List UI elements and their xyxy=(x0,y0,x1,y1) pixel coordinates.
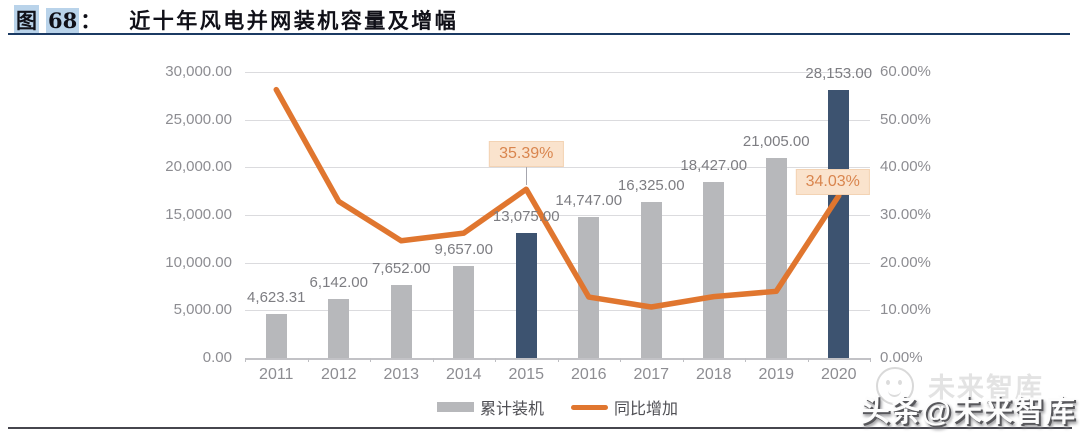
header-divider xyxy=(8,33,1070,35)
bar-value-label: 16,325.00 xyxy=(617,177,685,195)
figure-header: 图 68： 近十年风电并网装机容量及增幅 xyxy=(14,5,458,35)
x-axis-tick xyxy=(620,358,621,362)
capacity-bar xyxy=(640,202,662,358)
bar-value-label: 14,747.00 xyxy=(555,192,623,210)
x-axis-category-label: 2019 xyxy=(758,366,795,383)
y-axis-tick-label: 20,000.00 xyxy=(165,158,232,176)
capacity-bar xyxy=(828,89,850,358)
legend-label-bar: 累计装机 xyxy=(479,401,544,418)
bar-value-label: 6,142.00 xyxy=(309,274,368,292)
bar-value-label: 4,623.31 xyxy=(247,288,306,306)
gridline xyxy=(245,72,870,73)
x-axis-tick xyxy=(745,358,746,362)
legend-label-line: 同比增加 xyxy=(614,401,679,418)
capacity-bar xyxy=(453,265,475,358)
secondary-y-axis-tick-label: 0.00% xyxy=(880,349,923,366)
x-axis-category-label: 2020 xyxy=(820,366,857,383)
line-series-swatch-icon xyxy=(571,404,608,410)
x-axis-category-label: 2014 xyxy=(445,366,482,383)
x-axis-tick xyxy=(682,358,684,362)
capacity-bar xyxy=(328,299,350,358)
y-axis-tick-label: 30,000.00 xyxy=(165,63,232,80)
bar-value-label: 28,153.00 xyxy=(805,64,873,82)
capacity-bar xyxy=(265,313,287,358)
x-axis-tick xyxy=(307,358,309,362)
bar-value-label: 13,075.00 xyxy=(492,208,560,226)
bar-value-label: 7,652.00 xyxy=(372,260,431,278)
y-axis-tick-label: 15,000.00 xyxy=(165,206,232,223)
x-axis-category-label: 2012 xyxy=(320,366,357,383)
x-axis-tick xyxy=(245,358,246,362)
gridline xyxy=(245,215,870,216)
figure-colon: ： xyxy=(80,8,102,33)
gridline xyxy=(245,119,870,121)
annotation-callout: 35.39% xyxy=(489,141,564,168)
annotation-callout: 34.03% xyxy=(795,168,870,195)
x-axis-tick xyxy=(370,358,371,362)
ghost-smiley-logo-icon xyxy=(876,367,914,405)
x-axis-category-label: 2016 xyxy=(570,366,607,383)
gridline xyxy=(245,167,870,169)
bar-series-swatch-icon xyxy=(436,402,474,412)
secondary-y-axis-tick-label: 20.00% xyxy=(880,253,931,271)
x-axis-tick xyxy=(557,358,559,362)
secondary-y-axis-tick-label: 60.00% xyxy=(880,63,931,80)
x-axis-category-label: 2017 xyxy=(633,366,670,383)
bar-value-label: 21,005.00 xyxy=(742,132,810,150)
x-axis-category-label: 2018 xyxy=(695,366,732,383)
capacity-bar xyxy=(765,157,787,358)
gridline xyxy=(245,310,870,312)
secondary-y-axis-tick-label: 10.00% xyxy=(880,301,931,319)
x-axis-category-label: 2011 xyxy=(259,366,294,383)
legend-item-bar: 累计装机 xyxy=(436,395,544,419)
y-axis-tick-label: 10,000.00 xyxy=(165,253,232,271)
figure-tag: 图 xyxy=(14,5,39,35)
chart-legend: 累计装机 同比增加 xyxy=(245,395,870,419)
bar-value-label: 18,427.00 xyxy=(680,157,748,175)
bottom-divider xyxy=(8,427,1072,429)
ghost-watermark-text: 未来智库 xyxy=(928,373,1044,403)
legend-item-line: 同比增加 xyxy=(571,395,678,419)
y-axis-tick-label: 25,000.00 xyxy=(165,110,232,128)
bar-value-label: 9,657.00 xyxy=(434,240,493,258)
capacity-bar xyxy=(578,217,600,358)
x-axis-tick xyxy=(807,358,809,362)
secondary-y-axis-tick-label: 40.00% xyxy=(880,158,931,176)
secondary-y-axis-tick-label: 50.00% xyxy=(880,110,931,128)
x-axis-category-label: 2013 xyxy=(383,366,420,383)
figure-number: 68 xyxy=(46,8,80,33)
secondary-y-axis-tick-label: 30.00% xyxy=(880,206,931,223)
annotation-leader-line xyxy=(526,167,528,186)
figure-title: 近十年风电并网装机容量及增幅 xyxy=(129,8,459,33)
x-axis-category-label: 2015 xyxy=(508,366,545,383)
x-axis-tick xyxy=(432,358,434,362)
y-axis-tick-label: 5,000.00 xyxy=(173,301,232,319)
gridline xyxy=(245,262,870,264)
x-axis-tick xyxy=(495,358,496,362)
watermark-text: 头条@未来智库 xyxy=(859,395,1076,428)
capacity-bar xyxy=(390,285,412,358)
y-axis-tick-label: 0.00 xyxy=(202,349,232,366)
capacity-bar xyxy=(515,233,537,358)
capacity-bar xyxy=(703,182,725,358)
x-axis-tick xyxy=(870,358,871,362)
